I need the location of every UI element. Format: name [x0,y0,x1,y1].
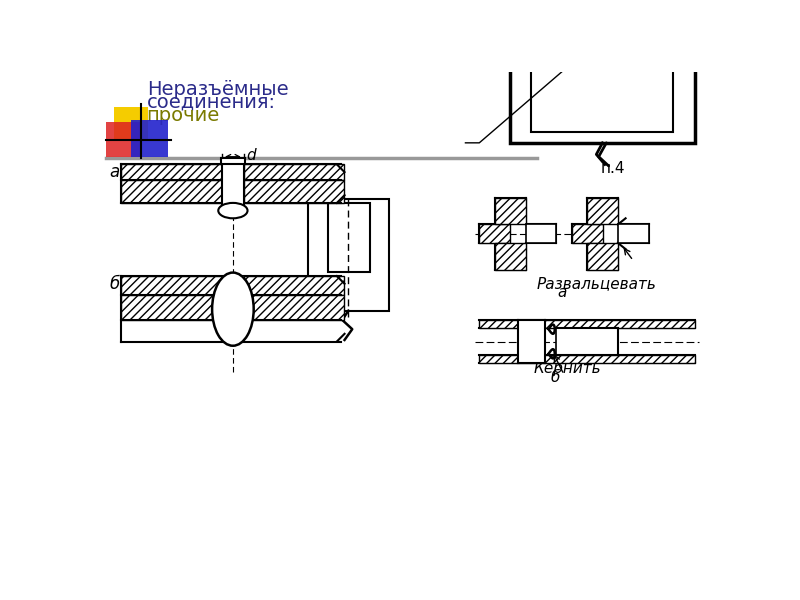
Bar [244,276,344,295]
Bar [221,158,246,164]
Bar [308,199,390,311]
Bar [479,224,510,243]
Text: d: d [246,148,256,163]
Bar [114,107,148,141]
Bar [618,224,649,243]
Bar [131,120,168,157]
Text: Развальцевать: Развальцевать [537,276,657,291]
Bar [510,43,695,143]
Bar [494,197,526,224]
Ellipse shape [212,272,254,346]
Text: б: б [110,275,120,293]
Text: прочие: прочие [146,106,220,125]
Bar [494,243,526,270]
Bar [556,328,618,355]
Bar [479,328,695,355]
Text: а: а [110,163,120,181]
Bar [587,243,618,270]
Bar [526,224,556,243]
Bar [572,224,602,243]
Bar [531,55,674,132]
Bar [479,355,695,363]
Ellipse shape [218,203,247,218]
Bar [479,320,695,328]
Bar [222,276,244,341]
Bar [587,197,618,224]
Bar [106,122,141,157]
Bar [244,295,344,320]
Bar [518,320,545,363]
Bar [122,276,222,295]
Bar [122,180,222,203]
Bar [122,295,222,320]
Bar [244,164,344,180]
Text: б: б [550,370,559,385]
Text: п.4: п.4 [601,161,626,176]
Text: соединения:: соединения: [146,93,276,112]
Text: Неразъёмные: Неразъёмные [146,80,288,98]
Text: а: а [557,285,566,300]
Bar [122,164,222,180]
Text: Кернить: Кернить [534,361,601,376]
Bar [222,163,244,211]
Bar [244,180,344,203]
Bar [328,203,370,272]
